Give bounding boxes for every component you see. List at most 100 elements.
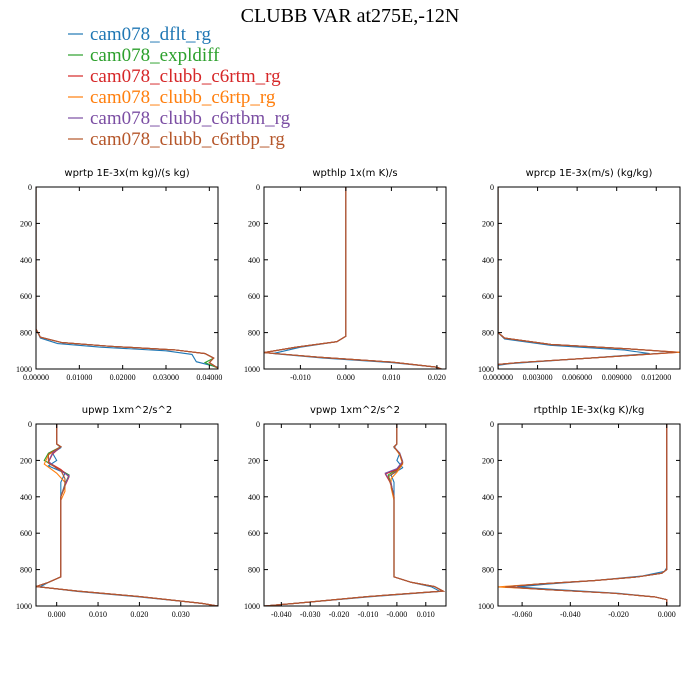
series-line-0-3 [36, 187, 218, 369]
ytick-label-1-0: 0 [256, 183, 260, 192]
xtick-label-m-1-0: -0.010 [290, 373, 311, 382]
series-group-3 [36, 424, 218, 606]
panel-frame-3 [35, 423, 219, 607]
panels: wprtp 1E-3x(m kg)/(s kg) 0 200 400 600 800 100… [16, 168, 681, 619]
series-line-0-1 [36, 187, 218, 369]
series-line-4-4 [264, 424, 446, 606]
series-line-4-3 [264, 424, 446, 606]
ytick-label-2-0: 0 [490, 183, 494, 192]
legend-label-5: cam078_clubb_c6rtbp_rg [90, 129, 285, 150]
series-line-1-3 [264, 187, 442, 369]
ytick-label-3-4: 800 [20, 566, 32, 575]
panel-4: vpwp 1xm^2/s^2 0 200 400 600 800 1000 -0.040 -0.… [244, 405, 447, 619]
panel-frame-5 [497, 423, 681, 607]
panel-frame-2 [497, 186, 681, 370]
ytick-label-3-1: 200 [20, 456, 32, 465]
xtick-label-m-4-0: -0.040 [271, 610, 292, 619]
series-line-2-0 [498, 187, 650, 369]
panel-title-2: wprcp 1E-3x(m/s) (kg/kg) [526, 168, 653, 179]
ytick-label-2-5: 1000 [478, 365, 494, 374]
legend-label-4: cam078_clubb_c6rtbm_rg [90, 108, 291, 129]
series-line-1-0 [272, 187, 442, 369]
series-line-3-4 [36, 424, 218, 606]
panel-frame-0 [35, 186, 219, 370]
series-line-1-5 [264, 187, 442, 369]
panel-title-4: vpwp 1xm^2/s^2 [310, 405, 400, 416]
series-line-5-5 [505, 424, 668, 606]
ytick-label-1-3: 600 [248, 292, 260, 301]
ytick-label-3-0: 0 [28, 420, 32, 429]
ytick-label-0-1: 200 [20, 219, 32, 228]
series-line-3-5 [36, 424, 218, 606]
series-line-1-2 [264, 187, 442, 369]
ytick-label-5-1: 200 [482, 456, 494, 465]
ytick-label-4-3: 600 [248, 529, 260, 538]
panel-3: upwp 1xm^2/s^2 0 200 400 600 800 1000 0.000 0.01… [16, 405, 219, 619]
ytick-label-5-3: 600 [482, 529, 494, 538]
ytick-label-2-1: 200 [482, 219, 494, 228]
ytick-label-3-5: 1000 [16, 602, 32, 611]
series-line-3-1 [36, 424, 218, 606]
ytick-label-4-5: 1000 [244, 602, 260, 611]
series-line-3-0 [38, 424, 218, 606]
panel-title-3: upwp 1xm^2/s^2 [82, 405, 172, 416]
xtick-label-m-4-2: -0.020 [329, 610, 350, 619]
series-group-4 [264, 424, 446, 606]
series-group-0 [36, 187, 218, 369]
ytick-label-2-2: 400 [482, 256, 494, 265]
xtick-label-m-2-0: 0.000000 [483, 373, 513, 382]
series-line-1-1 [264, 187, 442, 369]
xtick-label-m-0-1: 0.01000 [66, 373, 92, 382]
xtick-label-m-0-0: 0.00000 [23, 373, 49, 382]
figure-title: CLUBB VAR at275E,-12N [241, 5, 460, 27]
ytick-label-0-2: 400 [20, 256, 32, 265]
xtick-label-m-5-1: -0.040 [560, 610, 581, 619]
series-line-5-2 [502, 424, 668, 606]
series-line-1-4 [264, 187, 442, 369]
xtick-label-m-1-2: 0.010 [382, 373, 400, 382]
series-line-0-4 [36, 187, 218, 369]
series-line-5-0 [517, 424, 668, 606]
ytick-label-3-3: 600 [20, 529, 32, 538]
panel-title-0: wprtp 1E-3x(m kg)/(s kg) [64, 168, 189, 179]
xtick-label-m-2-1: 0.003000 [523, 373, 553, 382]
xtick-label-m-5-0: -0.060 [512, 610, 533, 619]
legend-label-2: cam078_clubb_c6rtm_rg [90, 66, 281, 87]
series-line-4-5 [264, 424, 446, 606]
series-line-4-0 [264, 424, 443, 606]
ytick-label-1-4: 800 [248, 329, 260, 338]
panel-1: wpthlp 1x(m K)/s 0 200 400 600 800 1000 -0.010 0… [244, 168, 447, 382]
panel-2: wprcp 1E-3x(m/s) (kg/kg) 0 200 400 600 800 100… [478, 168, 681, 382]
xtick-label-m-5-2: -0.020 [608, 610, 629, 619]
ytick-label-4-1: 200 [248, 456, 260, 465]
series-line-5-1 [502, 424, 668, 606]
xtick-label-m-4-3: -0.010 [358, 610, 379, 619]
series-group-1 [264, 187, 442, 369]
series-group-5 [498, 424, 668, 606]
xtick-label-m-1-1: 0.000 [337, 373, 355, 382]
xtick-label-m-2-3: 0.009000 [602, 373, 632, 382]
xtick-label-m-2-4: 0.012000 [641, 373, 671, 382]
legend-label-0: cam078_dflt_rg [90, 24, 212, 45]
ytick-label-0-4: 800 [20, 329, 32, 338]
ytick-label-0-3: 600 [20, 292, 32, 301]
series-line-4-2 [264, 424, 446, 606]
series-line-0-5 [36, 187, 218, 369]
ytick-label-5-4: 800 [482, 566, 494, 575]
series-line-4-1 [264, 424, 446, 606]
ytick-label-1-1: 200 [248, 219, 260, 228]
xtick-label-e-4-0: 0.010 [417, 610, 435, 619]
series-line-3-3 [36, 424, 218, 606]
panel-5: rtpthlp 1E-3x(kg K)/kg 0 200 400 600 800 1000 -… [478, 405, 681, 619]
xtick-label-m-4-4: -0.000 [387, 610, 408, 619]
ytick-label-4-2: 400 [248, 493, 260, 502]
ytick-label-3-2: 400 [20, 493, 32, 502]
xtick-label-m-3-0: 0.000 [48, 610, 66, 619]
ytick-label-0-0: 0 [28, 183, 32, 192]
panel-title-5: rtpthlp 1E-3x(kg K)/kg [534, 405, 645, 416]
xtick-label-m-3-1: 0.010 [89, 610, 107, 619]
xtick-label-m-2-2: 0.006000 [562, 373, 592, 382]
legend-label-1: cam078_expldiff [90, 45, 220, 66]
series-line-5-4 [507, 424, 668, 606]
